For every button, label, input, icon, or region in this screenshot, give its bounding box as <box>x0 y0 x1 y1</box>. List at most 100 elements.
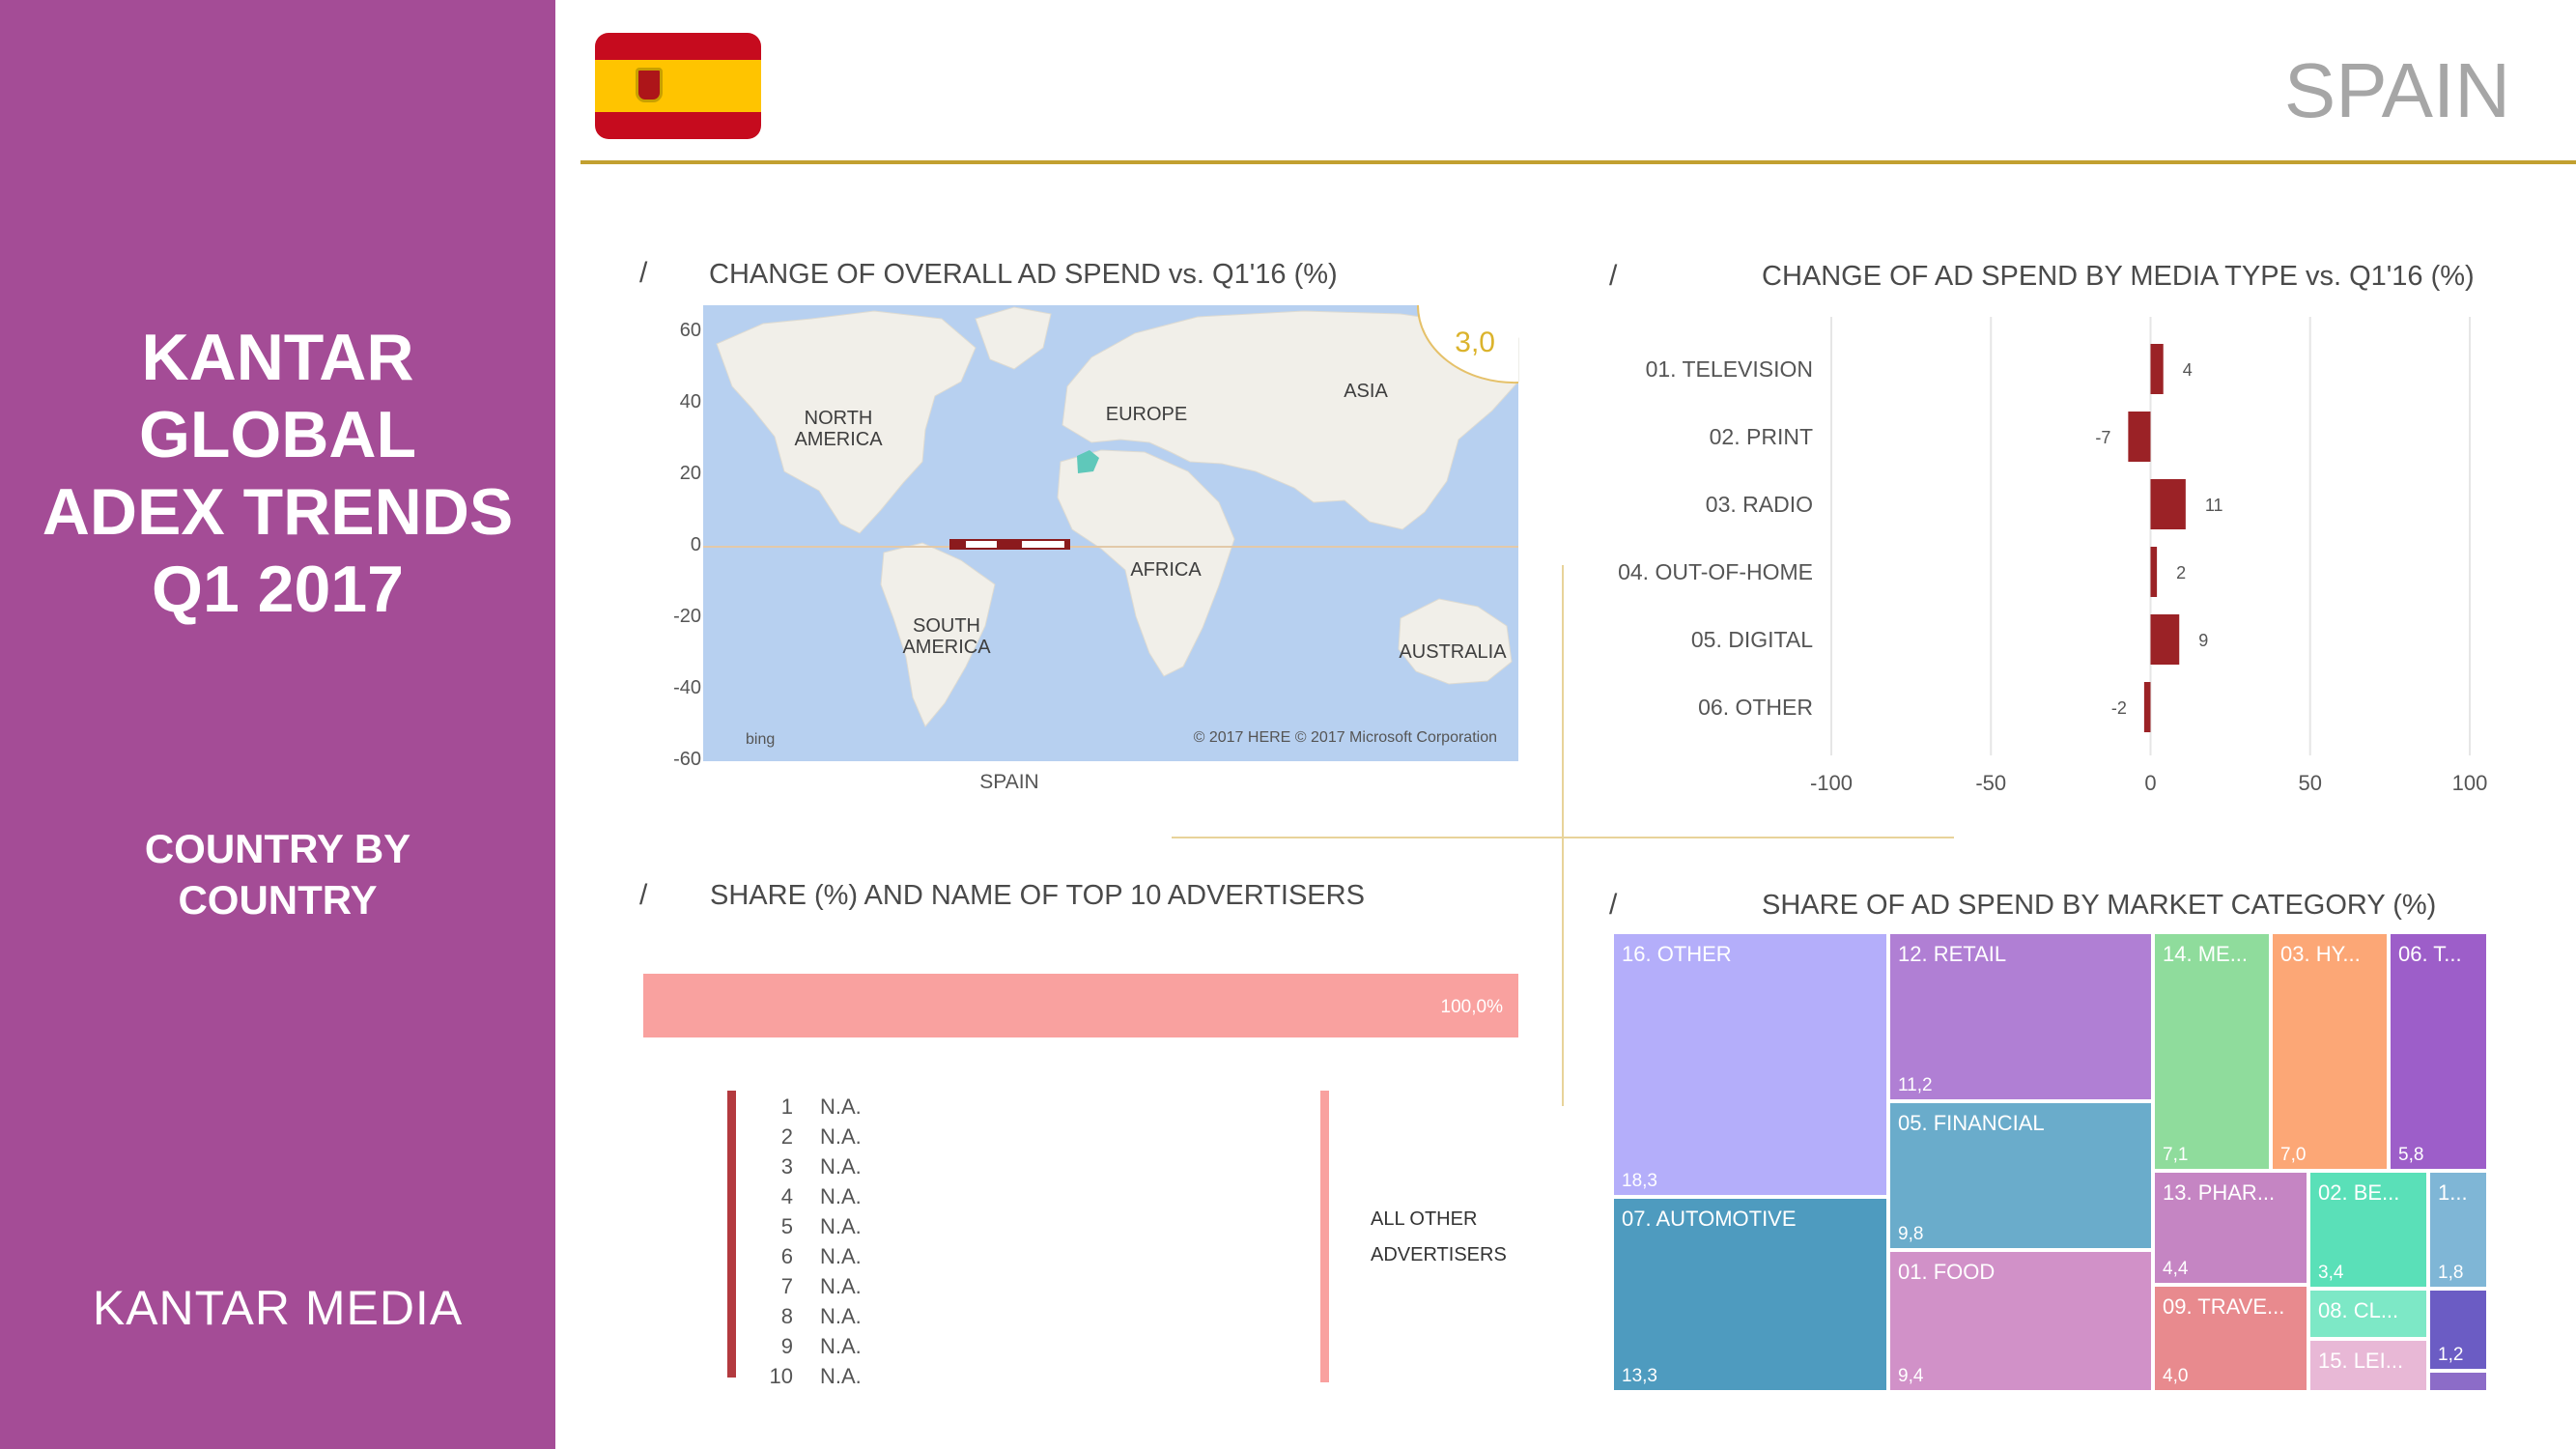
media-bar <box>2128 412 2151 462</box>
treemap-cell-label: 09. TRAVE... <box>2163 1294 2284 1319</box>
media-category-label: 02. PRINT <box>1710 424 1813 449</box>
advertiser-name: N.A. <box>820 1274 862 1298</box>
treemap-cell-value: 4,4 <box>2163 1259 2189 1279</box>
category-section-title: SHARE OF AD SPEND BY MARKET CATEGORY (%) <box>1762 890 2437 921</box>
treemap-cell-label: 01. FOOD <box>1898 1260 1995 1284</box>
eurasia-shape <box>1062 310 1519 530</box>
media-section-title: CHANGE OF AD SPEND BY MEDIA TYPE vs. Q1'… <box>1762 261 2475 292</box>
treemap-cell <box>2153 932 2271 1171</box>
overall-section-title: CHANGE OF OVERALL AD SPEND vs. Q1'16 (%) <box>709 259 1338 290</box>
continent-label: AFRICA <box>1130 559 1202 581</box>
media-category-label: 01. TELEVISION <box>1646 356 1813 382</box>
map-ytick: -60 <box>673 749 701 770</box>
advertiser-rank: 9 <box>781 1334 793 1358</box>
advertiser-name: N.A. <box>820 1184 862 1208</box>
advertiser-rank: 8 <box>781 1304 793 1328</box>
map-ytick: 40 <box>680 391 701 412</box>
top10-bracket <box>727 1091 736 1378</box>
overall-change-value: 3,0 <box>1455 327 1495 358</box>
advertiser-rank: 2 <box>781 1124 793 1149</box>
media-value-label: 9 <box>2198 631 2208 650</box>
treemap-cell-value: 7,1 <box>2163 1145 2188 1165</box>
section-marker: / <box>1609 889 1618 921</box>
africa-shape <box>1057 449 1235 677</box>
section-marker: / <box>639 879 648 911</box>
treemap-cell <box>2308 1289 2428 1339</box>
map-ytick: 0 <box>691 534 701 555</box>
media-category-label: 06. OTHER <box>1698 695 1813 720</box>
media-value-label: 11 <box>2205 496 2223 515</box>
australia-shape <box>1398 598 1513 685</box>
advertiser-rank: 5 <box>781 1214 793 1238</box>
treemap-cell <box>1612 932 1888 1197</box>
all-other-label: ADVERTISERS <box>1371 1244 1507 1265</box>
vertical-separator <box>1562 565 1564 1106</box>
media-category-label: 03. RADIO <box>1706 492 1813 517</box>
south-america-shape <box>880 542 996 727</box>
treemap-cell <box>2428 1371 2488 1392</box>
continent-labels: NORTH AMERICA EUROPE ASIA AFRICA SOUTH A… <box>794 381 1507 663</box>
treemap-cell <box>1612 1197 1888 1392</box>
section-marker: / <box>639 257 648 289</box>
treemap-cell <box>2389 932 2488 1171</box>
country-title: SPAIN <box>2283 47 2510 133</box>
treemap-cell-value: 1,8 <box>2438 1263 2463 1283</box>
treemap-cell-label: 14. ME... <box>2163 942 2248 966</box>
advertiser-rank: 4 <box>781 1184 793 1208</box>
treemap-cell-label: 13. PHAR... <box>2163 1180 2275 1205</box>
advertiser-name: N.A. <box>820 1124 862 1149</box>
spain-flag-icon <box>595 33 761 139</box>
section-marker: / <box>1609 260 1618 292</box>
map-ytick: 20 <box>680 463 701 484</box>
continent-label: SOUTH <box>913 615 980 637</box>
x-tick-label: -50 <box>1975 771 2006 795</box>
advertiser-rank: 7 <box>781 1274 793 1298</box>
advertiser-name: N.A. <box>820 1154 862 1179</box>
spain-highlight <box>1077 450 1099 473</box>
media-value-label: 2 <box>2176 563 2186 582</box>
kantar-media-logo: KANTAR MEDIA <box>92 1281 464 1335</box>
treemap-cell <box>2153 1285 2308 1392</box>
treemap-cell <box>2428 1289 2488 1371</box>
treemap-cell <box>2428 1171 2488 1289</box>
x-tick-label: 100 <box>2452 771 2488 795</box>
continent-label: NORTH <box>805 408 873 429</box>
treemap-cell <box>2308 1339 2428 1392</box>
treemap-cell-value: 13,3 <box>1622 1366 1657 1386</box>
title-line: GLOBAL <box>138 398 417 471</box>
treemap-cell <box>1888 932 2153 1101</box>
overall-value-bar <box>949 539 1070 550</box>
advertiser-name: N.A. <box>820 1334 862 1358</box>
media-category-label: 05. DIGITAL <box>1691 627 1813 652</box>
sidebar: KANTAR GLOBAL ADEX TRENDS Q1 2017 COUNTR… <box>0 0 555 1449</box>
advertiser-rank: 10 <box>770 1364 793 1388</box>
advertiser-rank: 1 <box>781 1094 793 1119</box>
advertiser-name: N.A. <box>820 1094 862 1119</box>
map-ytick: -40 <box>673 677 701 698</box>
treemap-cell-label: 08. CL... <box>2318 1298 2398 1322</box>
treemap-cell <box>1888 1250 2153 1392</box>
map-ytick: 60 <box>680 320 701 341</box>
continent-label: AMERICA <box>794 429 883 450</box>
treemap-cell-value: 5,8 <box>2398 1145 2423 1165</box>
north-america-shape <box>716 310 977 534</box>
media-category-label: 04. OUT-OF-HOME <box>1618 559 1813 584</box>
subtitle-line: COUNTRY <box>178 877 378 923</box>
treemap-cell-value: 18,3 <box>1622 1171 1657 1191</box>
treemap-cell-label: 06. T... <box>2398 942 2462 966</box>
treemap-cell-value: 1,2 <box>2438 1345 2463 1365</box>
media-value-label: 4 <box>2183 360 2193 380</box>
all-other-label: ALL OTHER <box>1371 1208 1477 1230</box>
media-bar <box>2150 547 2158 597</box>
treemap-cell <box>2153 1171 2308 1285</box>
advertisers-section-title: SHARE (%) AND NAME OF TOP 10 ADVERTISERS <box>710 880 1365 911</box>
title-line: ADEX TRENDS <box>42 475 514 549</box>
header-divider <box>580 160 2576 164</box>
other-bracket <box>1320 1091 1329 1382</box>
x-tick-label: 50 <box>2299 771 2322 795</box>
advertiser-name: N.A. <box>820 1214 862 1238</box>
report-subtitle: COUNTRY BY COUNTRY <box>0 823 555 925</box>
advertiser-rank: 6 <box>781 1244 793 1268</box>
